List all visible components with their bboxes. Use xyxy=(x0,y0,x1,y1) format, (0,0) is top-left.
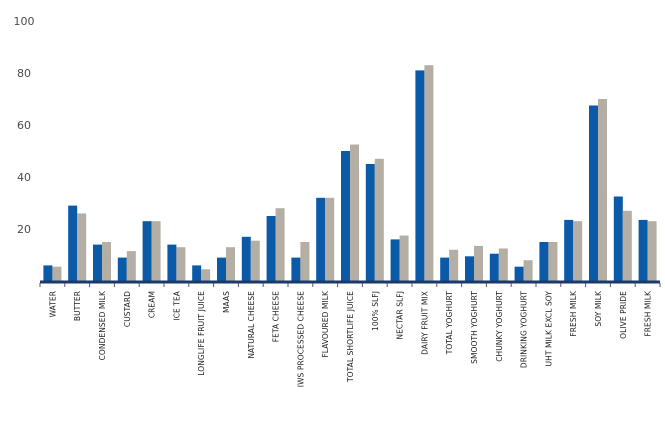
x-tick-label: FRESH MILK xyxy=(643,290,653,337)
bar-series-2-12 xyxy=(350,144,359,281)
x-tick-label: NECTAR SLFJ xyxy=(395,291,405,340)
bar-series-2-5 xyxy=(176,247,186,281)
x-tick-label: LONGLIFE FRUIT JUICE xyxy=(196,291,206,376)
bar-series-1-9 xyxy=(266,216,276,281)
bar-series-2-8 xyxy=(250,240,260,281)
bar-series-2-15 xyxy=(424,65,434,281)
bar-series-2-10 xyxy=(300,242,310,281)
y-tick-label: 60 xyxy=(17,119,31,132)
bar-series-2-0 xyxy=(52,266,62,281)
bar-series-2-14 xyxy=(399,235,409,281)
bar-series-2-24 xyxy=(647,221,657,281)
bar-series-1-7 xyxy=(217,257,226,281)
bar-series-1-2 xyxy=(93,244,102,281)
bar-series-2-19 xyxy=(523,260,533,281)
bar-series-1-3 xyxy=(117,257,127,281)
x-tick-label: DAIRY FRUIT MIX xyxy=(419,291,429,355)
bar-series-2-2 xyxy=(102,242,111,281)
x-tick-label: NATURAL CHEESE xyxy=(246,291,256,359)
bar-series-1-15 xyxy=(415,70,425,282)
bar-series-1-18 xyxy=(489,253,499,281)
bar-series-2-1 xyxy=(77,213,87,281)
bar-series-2-4 xyxy=(151,221,161,281)
x-tick-label: BUTTER xyxy=(72,291,82,321)
x-tick-label: UHT MILK EXCL SOY xyxy=(543,291,553,367)
x-tick-label: 100% SLFJ xyxy=(370,291,380,331)
bar-series-1-21 xyxy=(564,219,574,281)
bar-series-1-17 xyxy=(465,256,474,281)
bar-series-1-13 xyxy=(365,164,375,281)
x-tick-label: SMOOTH YOGHURT xyxy=(469,291,479,364)
bars xyxy=(43,65,657,282)
bar-series-1-8 xyxy=(241,236,251,281)
bar-series-2-22 xyxy=(598,99,607,281)
x-tick-label: OLIVE PRIDE xyxy=(618,291,628,339)
x-tick-label: CUSTARD xyxy=(122,291,132,327)
x-tick-label: TOTAL SHORTLIFE JUICE xyxy=(345,291,355,383)
bar-series-2-17 xyxy=(474,245,483,281)
x-tick-label: CHUNKY YOGHURT xyxy=(494,291,504,362)
x-tick-label: TOTAL YOGHURT xyxy=(444,291,454,356)
y-tick-label: 80 xyxy=(17,67,31,80)
y-axis-ticks: 20 40 60 80 100 xyxy=(14,15,35,236)
x-tick-label: IWS PROCESSED CHEESE xyxy=(295,291,305,387)
y-tick-label: 100 xyxy=(14,15,35,28)
x-tick-label: CREAM xyxy=(147,291,157,318)
bar-series-2-18 xyxy=(498,248,508,281)
bar-series-2-9 xyxy=(275,208,285,281)
x-tick-label: WATER xyxy=(47,291,57,317)
bar-series-1-11 xyxy=(316,197,326,281)
x-axis-ticks: WATER BUTTER CONDENSED MILK CUSTARD CREAM ICE… xyxy=(39,283,661,387)
bar-series-1-5 xyxy=(167,244,177,281)
bar-series-2-20 xyxy=(548,242,558,281)
bar-series-1-22 xyxy=(589,105,598,281)
bar-series-1-19 xyxy=(514,266,524,281)
x-tick-label: FRESH MILK xyxy=(568,290,578,337)
x-tick-label: SOY MILK xyxy=(593,290,603,327)
bar-series-1-12 xyxy=(341,151,350,281)
bar-series-1-1 xyxy=(68,205,78,281)
bar-series-1-6 xyxy=(192,265,202,281)
bar-series-2-23 xyxy=(622,210,632,281)
x-tick-label: FETA CHEESE xyxy=(271,291,281,342)
bar-series-2-11 xyxy=(325,197,335,281)
bar-series-1-14 xyxy=(390,239,400,281)
bar-series-1-24 xyxy=(638,219,648,281)
x-tick-label: DRINKING YOGHURT xyxy=(519,291,529,368)
x-tick-label: CONDENSED MILK xyxy=(97,290,107,360)
y-tick-label: 40 xyxy=(17,171,31,184)
x-tick-label: MAAS xyxy=(221,291,231,313)
bar-series-1-23 xyxy=(613,196,623,281)
x-tick-label: FLAVOURED MILK xyxy=(320,290,330,358)
bar-series-1-20 xyxy=(539,242,549,281)
bar-series-2-7 xyxy=(226,247,235,281)
bar-series-2-3 xyxy=(126,251,136,281)
bar-series-1-10 xyxy=(291,257,301,281)
bar-series-2-16 xyxy=(449,249,459,281)
bar-series-2-21 xyxy=(573,221,583,281)
bar-series-1-16 xyxy=(440,257,450,281)
bar-series-2-6 xyxy=(201,269,211,281)
bar-series-1-4 xyxy=(142,221,152,281)
bar-series-1-0 xyxy=(43,265,53,281)
bar-series-2-13 xyxy=(374,158,384,281)
y-tick-label: 20 xyxy=(17,223,31,236)
x-tick-label: ICE TEA xyxy=(171,290,181,320)
